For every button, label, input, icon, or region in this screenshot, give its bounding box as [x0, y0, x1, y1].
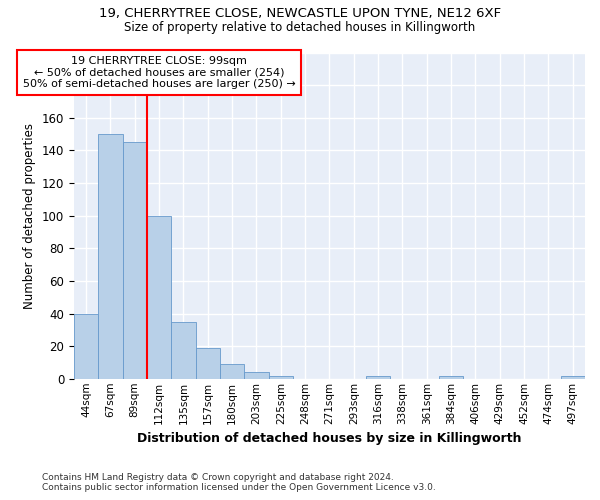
X-axis label: Distribution of detached houses by size in Killingworth: Distribution of detached houses by size … [137, 432, 521, 445]
Bar [366, 376, 390, 379]
Bar [220, 364, 244, 379]
Bar [122, 142, 147, 379]
Text: 19, CHERRYTREE CLOSE, NEWCASTLE UPON TYNE, NE12 6XF: 19, CHERRYTREE CLOSE, NEWCASTLE UPON TYN… [99, 8, 501, 20]
Bar [439, 376, 463, 379]
Bar [560, 376, 585, 379]
Bar [74, 314, 98, 379]
Text: 19 CHERRYTREE CLOSE: 99sqm
← 50% of detached houses are smaller (254)
50% of sem: 19 CHERRYTREE CLOSE: 99sqm ← 50% of deta… [23, 56, 295, 89]
Bar [269, 376, 293, 379]
Y-axis label: Number of detached properties: Number of detached properties [23, 122, 36, 308]
Bar [244, 372, 269, 379]
Bar [196, 348, 220, 379]
Text: Contains HM Land Registry data © Crown copyright and database right 2024.
Contai: Contains HM Land Registry data © Crown c… [42, 473, 436, 492]
Bar [147, 216, 171, 379]
Text: Size of property relative to detached houses in Killingworth: Size of property relative to detached ho… [124, 21, 476, 34]
Bar [98, 134, 122, 379]
Bar [171, 322, 196, 379]
